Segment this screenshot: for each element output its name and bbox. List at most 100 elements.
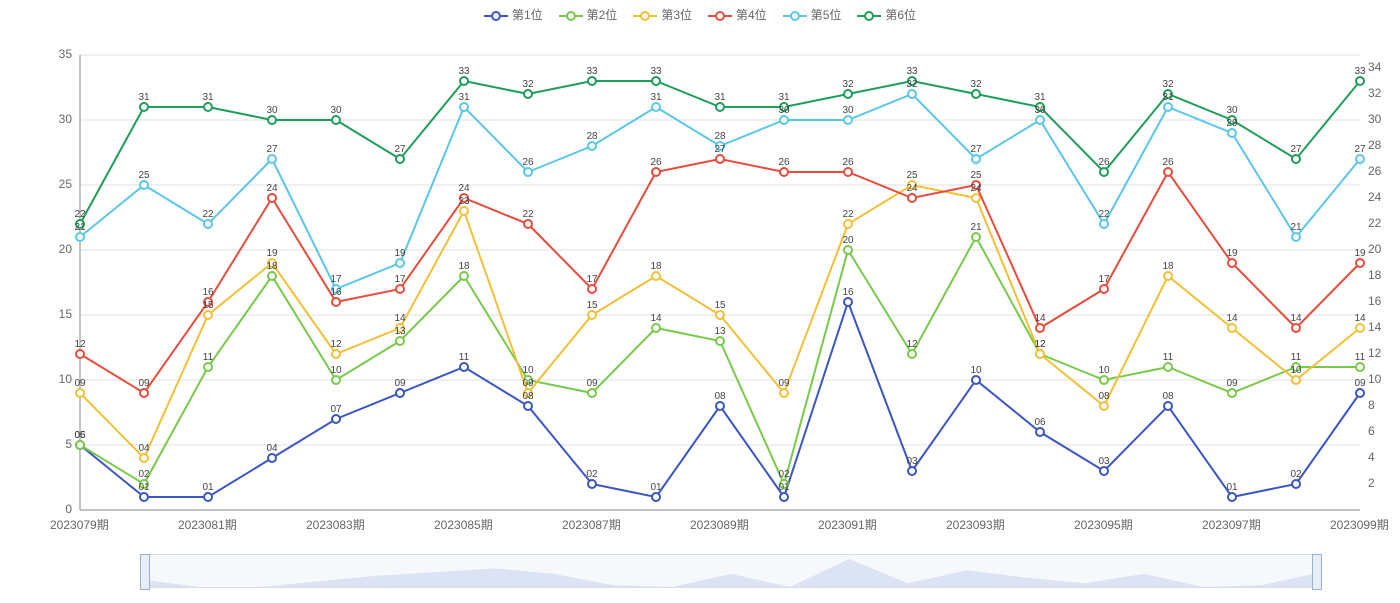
x-tick: 2023089期 [690,516,749,533]
y-right-tick: 12 [1368,346,1381,360]
point-label: 17 [394,274,405,285]
y-right-tick: 28 [1368,138,1381,152]
y-right-tick: 32 [1368,86,1381,100]
legend-item[interactable]: 第5位 [783,6,842,23]
point-label: 01 [138,482,149,493]
y-right-tick: 20 [1368,242,1381,256]
point-label: 32 [970,79,981,90]
point-label: 27 [970,144,981,155]
point-label: 32 [522,79,533,90]
chart-legend: 第1位 第2位 第3位第4位 第5位 第6位 [0,6,1400,23]
point-label: 31 [650,92,661,103]
legend-item[interactable]: 第2位 [559,6,618,23]
point-label: 22 [74,209,85,220]
point-label: 11 [1355,352,1365,363]
y-left-tick: 35 [59,47,72,61]
legend-label: 第5位 [811,8,842,22]
point-label: 22 [1098,209,1109,220]
point-label: 01 [650,482,661,493]
point-label: 03 [1098,456,1109,467]
point-label: 33 [458,66,469,77]
point-label: 12 [906,339,917,350]
point-label: 24 [266,183,277,194]
x-tick: 2023085期 [434,516,493,533]
legend-item[interactable]: 第6位 [857,6,916,23]
scrubber-handle-right[interactable] [1312,554,1322,590]
point-label: 27 [1290,144,1301,155]
point-label: 17 [586,274,597,285]
point-label: 18 [458,261,469,272]
point-label: 10 [1290,365,1301,376]
y-left-tick: 20 [59,242,72,256]
point-label: 19 [1226,248,1237,259]
point-label: 19 [1354,248,1365,259]
y-left-tick: 25 [59,177,72,191]
point-label: 30 [778,105,789,116]
legend-item[interactable]: 第1位 [484,6,543,23]
y-right-tick: 26 [1368,164,1381,178]
point-label: 28 [714,131,725,142]
legend-item[interactable]: 第3位 [633,6,692,23]
point-label: 11 [1163,352,1173,363]
data-zoom-scrubber[interactable] [140,554,1322,588]
point-label: 30 [266,105,277,116]
point-label: 20 [842,235,853,246]
y-right-tick: 34 [1368,60,1381,74]
y-left-tick: 30 [59,112,72,126]
point-label: 01 [202,482,213,493]
scrubber-handle-left[interactable] [140,554,150,590]
point-label: 17 [1098,274,1109,285]
point-label: 31 [458,92,469,103]
point-label: 12 [1034,339,1045,350]
point-label: 33 [650,66,661,77]
point-label: 27 [1354,144,1365,155]
x-tick: 2023095期 [1074,516,1133,533]
point-label: 30 [330,105,341,116]
point-label: 22 [202,209,213,220]
y-left-tick: 0 [65,502,72,516]
point-label: 33 [586,66,597,77]
x-tick: 2023087期 [562,516,621,533]
point-label: 28 [586,131,597,142]
point-label: 30 [1226,105,1237,116]
x-tick: 2023079期 [50,516,109,533]
point-label: 11 [459,352,469,363]
point-label: 14 [1354,313,1365,324]
point-label: 25 [970,170,981,181]
point-label: 31 [1162,92,1173,103]
point-label: 22 [842,209,853,220]
point-label: 11 [203,352,213,363]
x-tick: 2023081期 [178,516,237,533]
point-label: 33 [1354,66,1365,77]
legend-label: 第6位 [885,8,916,22]
point-label: 02 [1290,469,1301,480]
point-label: 19 [266,248,277,259]
y-left-tick: 5 [65,437,72,451]
point-label: 12 [74,339,85,350]
y-right-tick: 6 [1368,424,1375,438]
point-label: 26 [842,157,853,168]
point-label: 09 [1226,378,1237,389]
y-right-tick: 8 [1368,398,1375,412]
point-label: 06 [1034,417,1045,428]
point-label: 22 [522,209,533,220]
point-label: 17 [330,274,341,285]
point-label: 26 [1162,157,1173,168]
point-label: 31 [1034,92,1045,103]
point-label: 08 [714,391,725,402]
point-label: 03 [906,456,917,467]
point-label: 15 [202,300,213,311]
y-right-tick: 30 [1368,112,1381,126]
point-label: 21 [1290,222,1301,233]
legend-item[interactable]: 第4位 [708,6,767,23]
point-label: 15 [586,300,597,311]
point-label: 12 [330,339,341,350]
point-label: 18 [266,261,277,272]
legend-label: 第2位 [587,8,618,22]
point-label: 27 [394,144,405,155]
point-label: 32 [906,79,917,90]
point-label: 16 [202,287,213,298]
y-right-tick: 10 [1368,372,1381,386]
x-tick: 2023099期 [1330,516,1389,533]
point-label: 02 [586,469,597,480]
